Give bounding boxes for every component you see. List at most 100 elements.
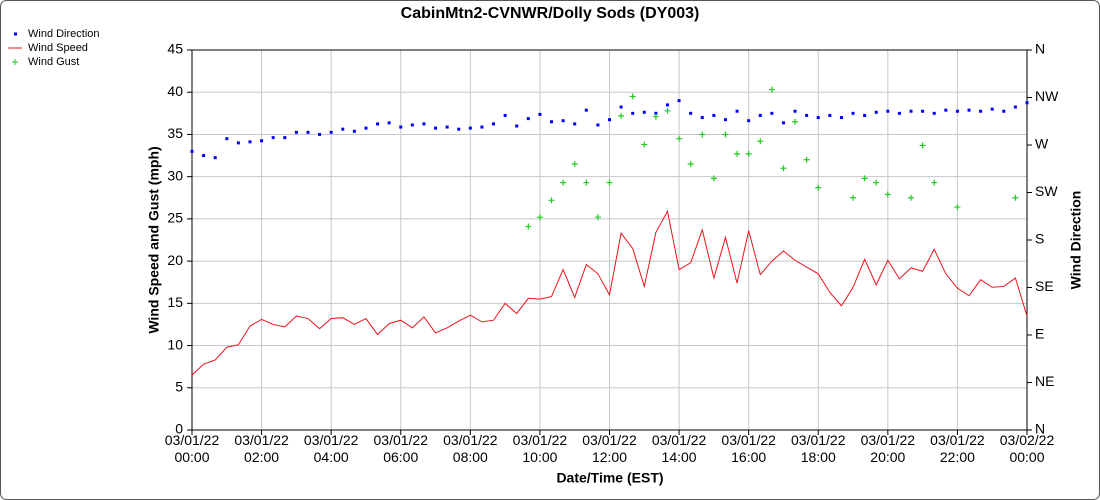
direction-point xyxy=(1002,109,1006,113)
direction-point xyxy=(631,111,635,115)
direction-point xyxy=(642,110,646,114)
gust-point xyxy=(815,184,822,191)
direction-point xyxy=(770,111,774,115)
direction-point xyxy=(839,116,843,120)
gust-point xyxy=(594,214,601,221)
gust-point xyxy=(652,113,659,120)
direction-point xyxy=(352,129,356,133)
direction-point xyxy=(306,130,310,134)
y2-tick-label: N xyxy=(1035,421,1045,437)
gust-point xyxy=(780,165,787,172)
direction-point xyxy=(526,117,530,121)
direction-point xyxy=(492,122,496,126)
direction-point xyxy=(457,127,461,131)
direction-point xyxy=(654,111,658,115)
direction-point xyxy=(944,108,948,112)
direction-point xyxy=(202,154,206,158)
gust-point xyxy=(641,141,648,148)
x-tick-label: 03/01/22 00:00 xyxy=(165,432,220,465)
direction-point xyxy=(747,119,751,123)
direction-point xyxy=(781,121,785,125)
direction-point xyxy=(955,109,959,113)
direction-point xyxy=(851,111,855,115)
direction-point xyxy=(967,108,971,112)
gust-point xyxy=(734,150,741,157)
direction-point xyxy=(294,130,298,134)
y-tick-label: 30 xyxy=(167,167,183,183)
legend-label: Wind Direction xyxy=(28,28,100,40)
direction-point xyxy=(828,113,832,117)
y-tick-label: 0 xyxy=(175,421,183,437)
gust-point xyxy=(850,194,857,201)
direction-point xyxy=(723,118,727,122)
y2-tick-label: S xyxy=(1035,231,1044,247)
direction-point xyxy=(909,109,913,113)
x-tick-label: 03/01/22 04:00 xyxy=(304,432,359,465)
direction-point xyxy=(550,120,554,124)
y-tick-label: 45 xyxy=(167,41,183,57)
gust-point xyxy=(954,204,961,211)
gust-point xyxy=(722,131,729,138)
y2-axis-label: Wind Direction xyxy=(1068,191,1084,290)
speed-line xyxy=(191,209,1028,376)
direction-point xyxy=(805,113,809,117)
direction-point xyxy=(318,132,322,136)
direction-point xyxy=(329,130,333,134)
direction-point xyxy=(886,109,890,113)
x-tick-label: 03/01/22 22:00 xyxy=(930,432,985,465)
direction-point xyxy=(897,111,901,115)
direction-point xyxy=(561,119,565,123)
gust-point xyxy=(884,191,891,198)
gust-point xyxy=(571,161,578,167)
y-tick-label: 20 xyxy=(167,252,183,268)
direction-point xyxy=(422,122,426,126)
y2-tick-label: W xyxy=(1035,136,1049,152)
direction-point xyxy=(515,124,519,128)
direction-point xyxy=(364,126,368,130)
direction-point xyxy=(677,99,681,103)
gust-point xyxy=(699,131,706,138)
x-tick-label: 03/01/22 02:00 xyxy=(234,432,289,465)
direction-point xyxy=(921,109,925,113)
gust-point xyxy=(861,175,868,182)
direction-point xyxy=(573,122,577,126)
direction-point xyxy=(434,126,438,130)
y2-tick-label: N xyxy=(1035,41,1045,57)
y2-tick-label: SW xyxy=(1035,183,1058,199)
gust-point xyxy=(908,194,915,201)
direction-point xyxy=(596,123,600,127)
direction-point xyxy=(793,109,797,113)
legend-swatch xyxy=(14,32,17,36)
legend-label: Wind Speed xyxy=(28,42,88,54)
gust-point xyxy=(1012,194,1019,201)
gust-point xyxy=(873,179,880,186)
direction-point xyxy=(758,113,762,117)
gust-point xyxy=(583,179,590,186)
direction-point xyxy=(376,122,380,126)
direction-point xyxy=(283,136,287,140)
direction-point xyxy=(260,139,264,143)
direction-point xyxy=(190,149,194,153)
direction-point xyxy=(213,156,217,160)
y-tick-label: 5 xyxy=(175,378,183,394)
direction-point xyxy=(932,111,936,115)
direction-point xyxy=(236,141,240,145)
y2-tick-label: E xyxy=(1035,326,1044,342)
direction-point xyxy=(979,109,983,113)
direction-point xyxy=(665,103,669,107)
gust-point xyxy=(757,138,764,145)
direction-point xyxy=(990,107,994,111)
gust-point xyxy=(919,142,926,149)
direction-point xyxy=(619,105,623,109)
direction-point xyxy=(248,140,252,144)
gust-point xyxy=(560,179,567,186)
direction-point xyxy=(735,109,739,113)
gust-point xyxy=(525,223,532,230)
gust-point xyxy=(629,93,636,100)
plot-frame xyxy=(191,49,1028,431)
direction-point xyxy=(538,112,542,116)
direction-point xyxy=(387,121,391,125)
y-axis-label: Wind Speed and Gust (mph) xyxy=(146,146,162,333)
gust-point xyxy=(745,150,752,157)
